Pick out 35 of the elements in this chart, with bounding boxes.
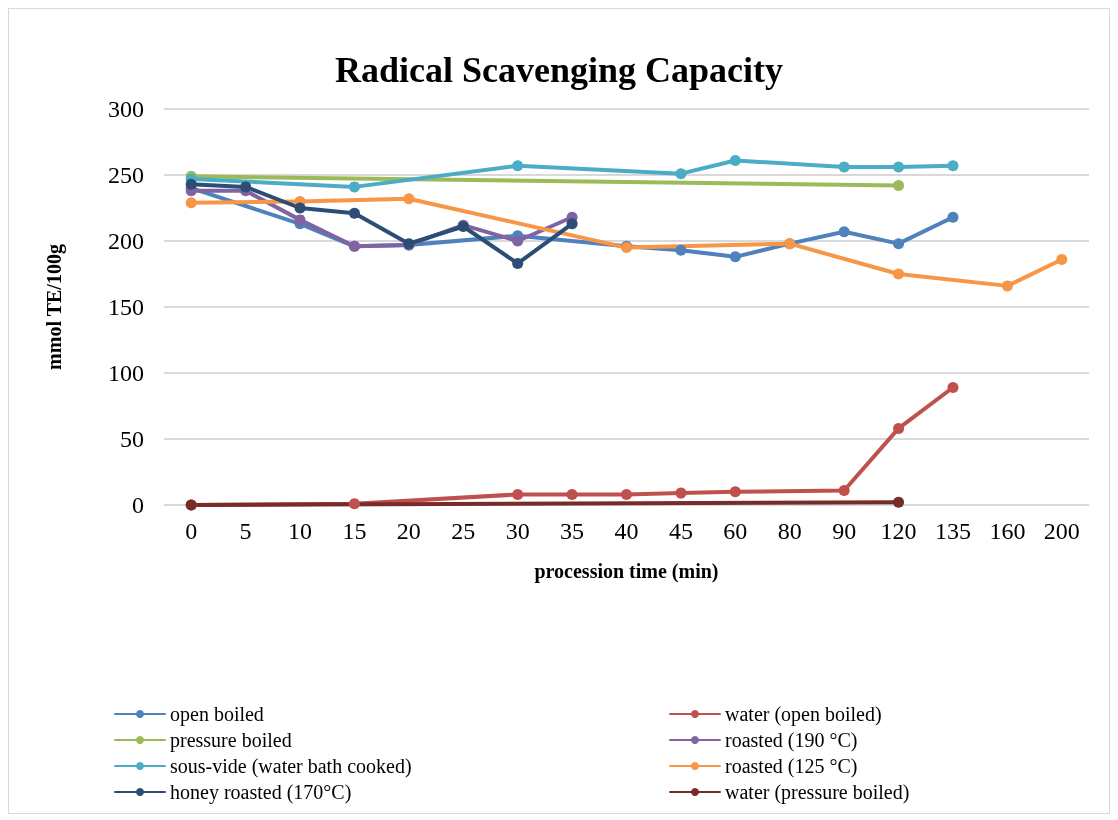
- x-tick-label: 10: [288, 518, 313, 544]
- x-tick-label: 90: [832, 518, 857, 544]
- x-tick-label: 80: [777, 518, 802, 544]
- x-tick-label: 40: [614, 518, 639, 544]
- legend-label: pressure boiled: [170, 729, 292, 752]
- x-tick-label: 120: [880, 518, 917, 544]
- legend-label: honey roasted (170°C): [170, 781, 352, 804]
- x-tick-label: 15: [342, 518, 367, 544]
- y-tick-label: 50: [120, 426, 144, 452]
- y-tick-label: 250: [108, 162, 144, 188]
- x-tick-label: 5: [239, 518, 252, 544]
- legend-label: sous-vide (water bath cooked): [170, 755, 412, 778]
- y-tick-label: 300: [108, 96, 144, 122]
- y-tick-label: 0: [132, 492, 144, 518]
- x-tick-label: 160: [989, 518, 1026, 544]
- chart-title: Radical Scavenging Capacity: [334, 50, 784, 90]
- x-tick-label: 25: [451, 518, 476, 544]
- x-axis-title: procession time (min): [534, 560, 719, 583]
- legend-label: roasted (190 °C): [725, 729, 858, 752]
- legend-label: water (pressure boiled): [725, 781, 910, 804]
- y-tick-label: 150: [108, 294, 144, 320]
- legend-label: open boiled: [170, 703, 264, 726]
- x-tick-label: 135: [934, 518, 971, 544]
- x-tick-label: 20: [396, 518, 421, 544]
- y-axis-title: mmol TE/100g: [43, 244, 66, 370]
- x-tick-label: 45: [668, 518, 693, 544]
- y-tick-label: 100: [108, 360, 144, 386]
- x-tick-label: 0: [185, 518, 198, 544]
- x-tick-label: 30: [505, 518, 530, 544]
- x-tick-label: 60: [723, 518, 748, 544]
- legend-label: water (open boiled): [725, 703, 882, 726]
- legend-label: roasted (125 °C): [725, 755, 858, 778]
- y-tick-label: 200: [108, 228, 144, 254]
- x-tick-label: 35: [560, 518, 585, 544]
- x-tick-label: 200: [1043, 518, 1080, 544]
